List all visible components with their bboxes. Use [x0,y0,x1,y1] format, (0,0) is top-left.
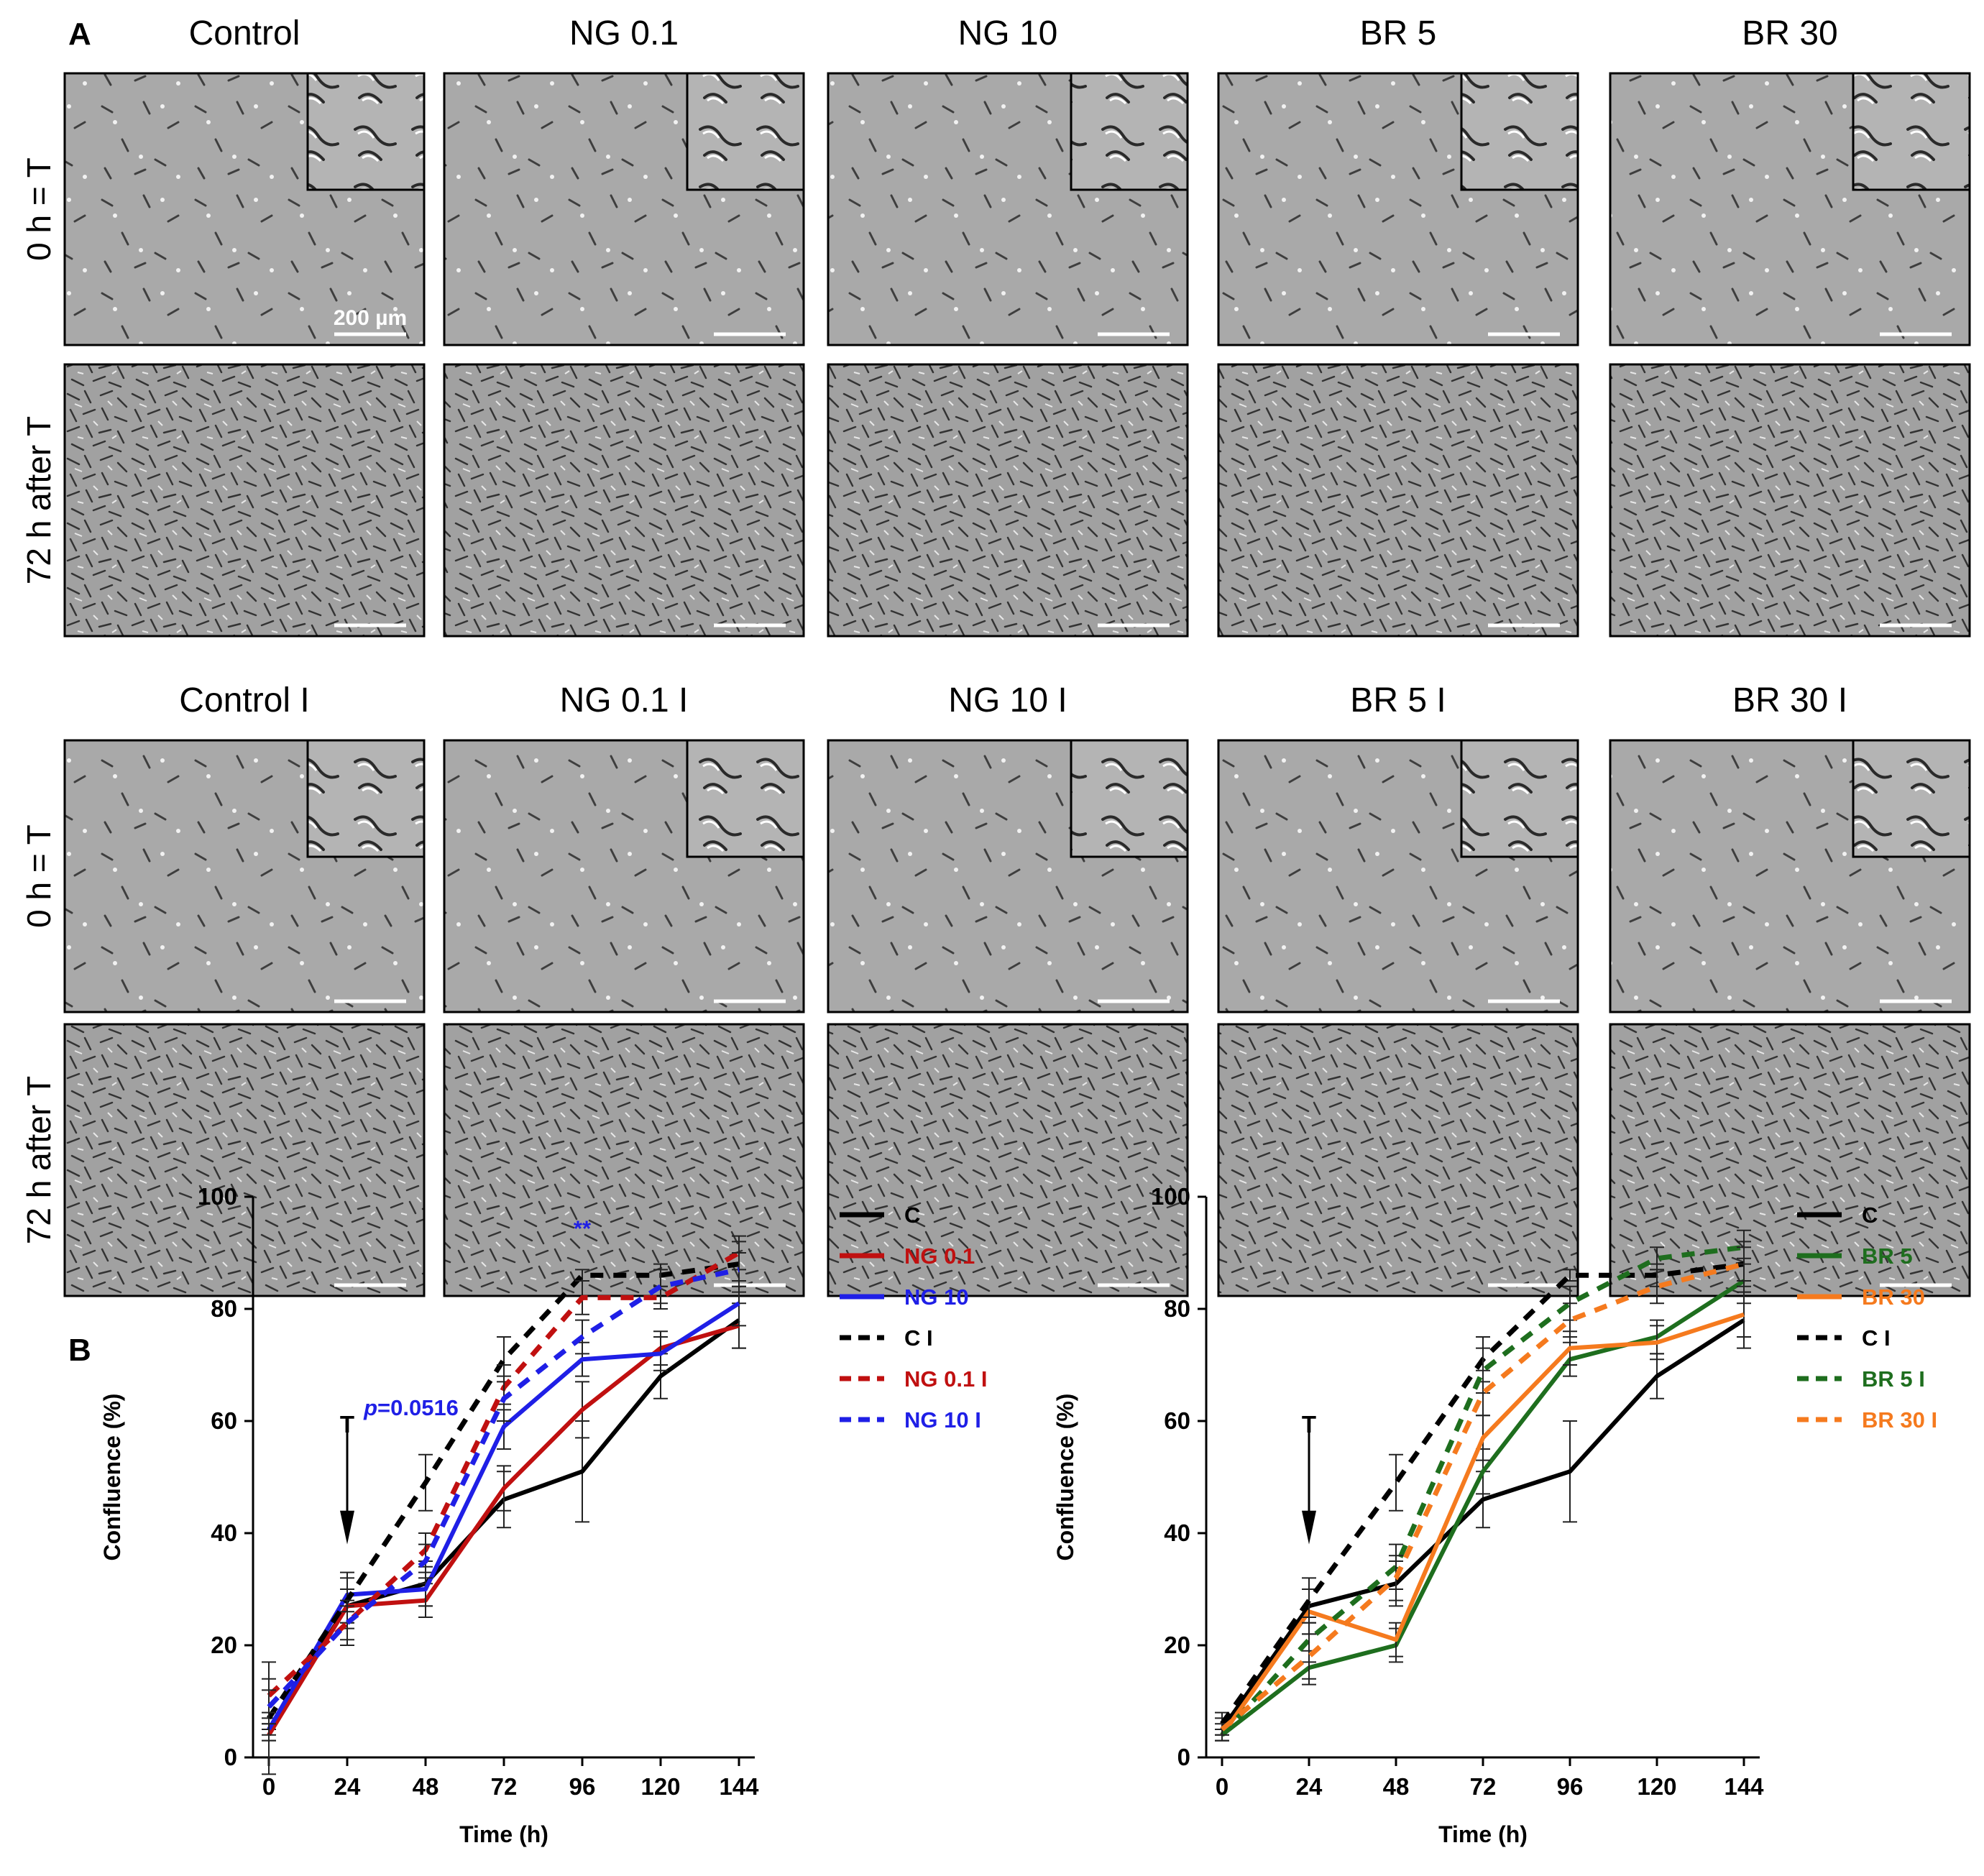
treatment-label: T [1302,1411,1316,1438]
y-tick-label: 40 [1164,1519,1190,1546]
treatment-arrowhead [340,1510,354,1545]
micrograph-inset [1852,72,1971,191]
y-tick-label: 60 [1164,1407,1190,1434]
micrograph-inset [306,72,426,191]
y-tick-label: 40 [211,1519,237,1546]
x-tick-label: 0 [262,1773,275,1800]
legend-label: C I [1862,1325,1891,1351]
x-tick-label: 144 [719,1773,759,1800]
chart-area: B 0 20 40 60 80 100 0 24 48 72 96 120 144 Time (h) Conf… [68,1183,1937,1847]
x-tick-label: 120 [640,1773,680,1800]
legend-label: NG 0.1 [904,1243,975,1269]
micrograph-image [63,1023,426,1297]
legend-label: BR 5 [1862,1243,1913,1269]
legend-label: C I [904,1325,933,1351]
y-tick-label: 0 [1177,1744,1190,1770]
series-line [267,1266,740,1709]
row-label: 72 h after T [20,1076,58,1244]
x-tick-label: 24 [1296,1773,1323,1800]
y-axis-title: Confluence (%) [1052,1394,1078,1561]
x-tick-label: 72 [491,1773,518,1800]
y-tick-label: 60 [211,1407,237,1434]
x-tick-label: 48 [1383,1773,1410,1800]
x-axis-title: Time (h) [459,1821,548,1847]
legend-label: BR 30 I [1862,1407,1937,1433]
micrograph-inset [1070,739,1189,858]
panel-label-a: A [68,17,91,52]
x-tick-label: 96 [1557,1773,1584,1800]
line-chart-2: 0 20 40 60 80 100 0 24 48 72 96 120 144 Time (h) Confl… [1052,1183,1937,1847]
column-title: BR 5 I [1350,681,1446,719]
legend-label: NG 10 [904,1284,969,1310]
column-title: NG 0.1 [569,14,679,52]
y-tick-label: 80 [211,1295,237,1322]
x-tick-label: 96 [569,1773,596,1800]
column-title: NG 0.1 I [560,681,689,719]
row-label: 72 h after T [20,416,58,584]
micrograph-image [1609,1023,1971,1297]
row-label: 0 h = T [20,824,58,928]
column-title: NG 10 I [948,681,1067,719]
series-ng-10-i [262,1252,746,1725]
y-tick-label: 100 [198,1183,237,1210]
micrograph-inset [1460,739,1579,858]
legend-label: C [1862,1203,1878,1228]
row-label: 0 h = T [20,157,58,261]
treatment-arrowhead [1302,1510,1316,1545]
legend-label: NG 0.1 I [904,1366,987,1392]
micrograph-image [827,1023,1189,1297]
x-axis-title: Time (h) [1438,1821,1528,1847]
x-tick-label: 0 [1216,1773,1228,1800]
micrograph-inset [1852,739,1971,858]
legend-label: NG 10 I [904,1407,981,1433]
x-tick-label: 72 [1470,1773,1497,1800]
x-tick-label: 120 [1637,1773,1676,1800]
scale-bar-label: 200 µm [334,306,407,330]
x-tick-label: 144 [1724,1773,1764,1800]
series-br-30-i [1215,1246,1751,1736]
legend-label: C [904,1203,920,1228]
column-title: BR 5 [1360,14,1437,52]
micrograph-inset [686,72,805,191]
y-tick-label: 20 [211,1632,237,1658]
line-chart-1: 0 20 40 60 80 100 0 24 48 72 96 120 144 Time (h) Confl… [99,1183,987,1847]
treatment-label: T [340,1411,354,1438]
micrograph-image [827,363,1189,638]
legend-label: BR 30 [1862,1284,1925,1310]
column-title: Control [189,14,300,52]
micrograph-image [1609,363,1971,638]
micrograph-inset [1070,72,1189,191]
column-title: BR 30 [1742,14,1837,52]
micrograph-image [1217,1023,1579,1297]
legend-label: BR 5 I [1862,1366,1925,1392]
micrograph-image [63,363,426,638]
micrograph-grid: A Control NG 0.1 NG 10 BR 5 BR 30 Control I NG … [20,14,1971,1297]
y-tick-label: 0 [224,1744,237,1770]
micrograph-inset [306,739,426,858]
column-title: BR 30 I [1732,681,1847,719]
significance-stars: ** [574,1216,592,1241]
column-title: Control I [179,681,309,719]
y-tick-label: 80 [1164,1295,1190,1322]
y-axis-title: Confluence (%) [99,1394,125,1561]
micrograph-image [1217,363,1579,638]
x-tick-label: 24 [334,1773,361,1800]
column-title: NG 10 [958,14,1058,52]
micrograph-inset [686,739,805,858]
y-tick-label: 20 [1164,1632,1190,1658]
y-tick-label: 100 [1151,1183,1190,1210]
micrograph-image [443,1023,805,1297]
x-tick-label: 48 [413,1773,439,1800]
micrograph-inset [1460,72,1579,191]
p-value-annotation: p=0.0516 [363,1395,459,1420]
micrograph-image [443,363,805,638]
panel-label-b: B [68,1333,91,1368]
